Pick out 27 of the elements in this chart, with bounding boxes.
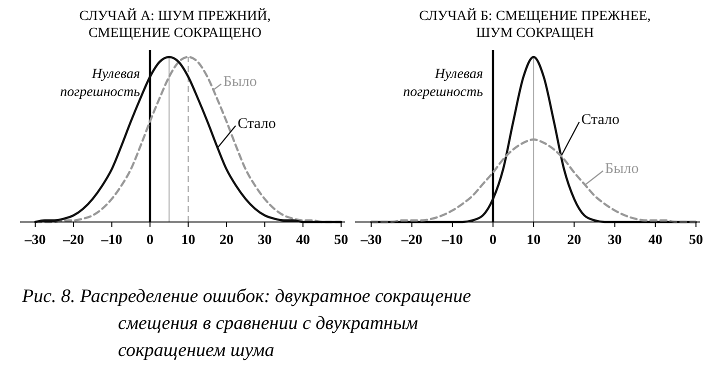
legend-label: Было (605, 160, 639, 177)
x-tick-label: 50 (334, 233, 348, 248)
x-tick-label: –10 (440, 233, 463, 248)
x-tick-label: –10 (100, 233, 122, 248)
chart-title: СЛУЧАЙ А: ШУМ ПРЕЖНИЙ, СМЕЩЕНИЕ СОКРАЩЕНО (79, 8, 271, 41)
x-tick-label: –20 (62, 233, 84, 248)
x-tick-label: 10 (181, 233, 196, 248)
x-tick-label: –20 (400, 233, 422, 248)
x-tick-label: 50 (688, 233, 703, 248)
x-tick-label: 20 (219, 233, 234, 248)
text: Рис. 8. Распределение ошибок: двукратное сокращение смещения в сравнении с двукратным сокращением шума (21, 286, 471, 361)
series-label: Стало (238, 116, 276, 132)
ref-line-label: Нулевая погрешность (60, 67, 140, 100)
x-tick-label: 30 (258, 233, 272, 248)
series-label: Стало (581, 112, 620, 128)
x-tick-label: 40 (296, 233, 310, 248)
x-tick-label: –30 (24, 233, 46, 248)
x-tick-label: –30 (360, 233, 382, 248)
x-tick-label: 0 (146, 233, 154, 248)
x-tick-label: 40 (648, 233, 662, 248)
legend-label: Было (223, 74, 257, 90)
x-tick-label: 30 (608, 233, 622, 248)
chart-title: СЛУЧАЙ Б: СМЕЩЕНИЕ ПРЕЖНЕЕ, ШУМ СОКРАЩЕН (419, 8, 651, 41)
ref-line-label: Нулевая погрешность (403, 67, 483, 100)
x-tick-label: 20 (567, 233, 582, 248)
x-tick-label: 0 (490, 233, 496, 248)
x-tick-label: 10 (526, 233, 541, 248)
